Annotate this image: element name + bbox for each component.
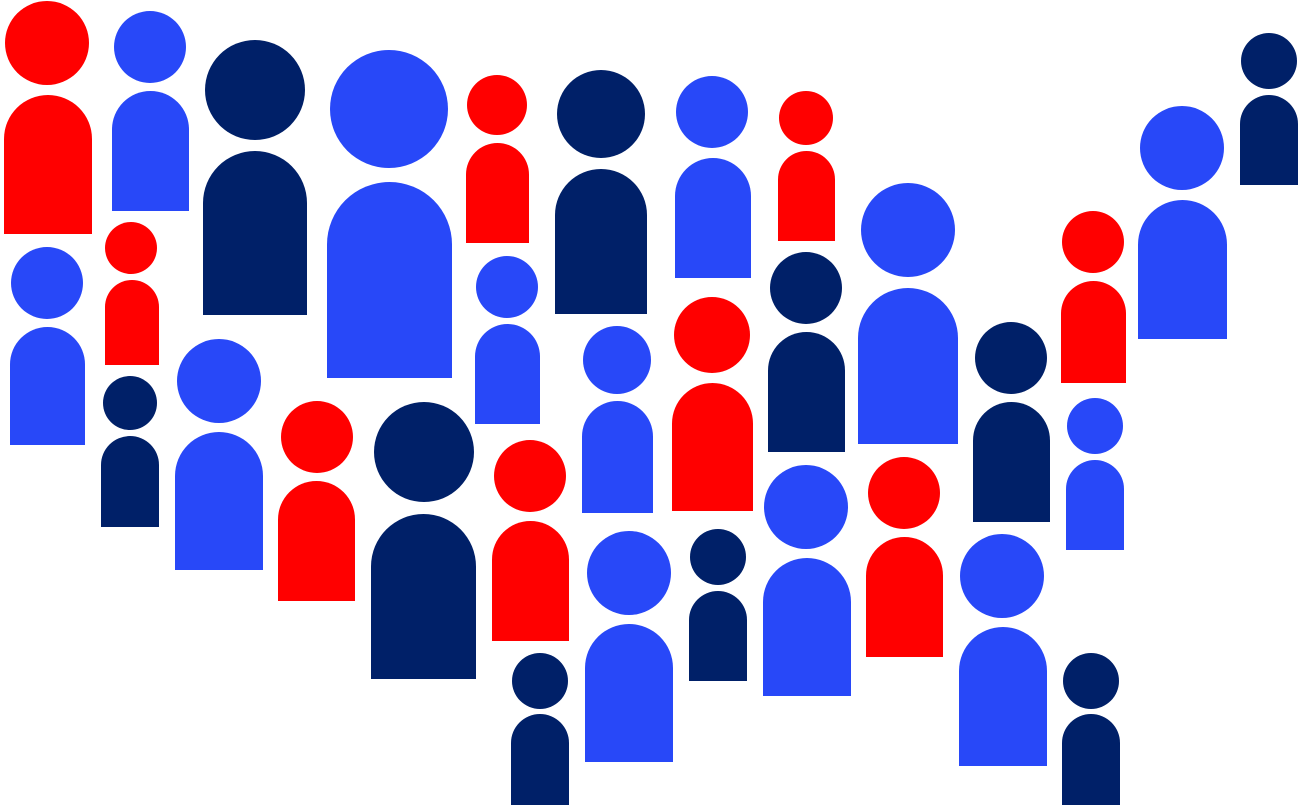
person-head <box>1062 211 1124 273</box>
person-body <box>675 158 751 278</box>
person-body <box>959 627 1047 766</box>
person-body <box>768 332 845 452</box>
person-body <box>278 481 355 601</box>
person-head <box>11 247 83 319</box>
person-body <box>585 624 673 762</box>
person-body <box>763 558 851 696</box>
person-head <box>770 252 842 324</box>
person-head <box>779 91 833 145</box>
person-body <box>1240 95 1298 185</box>
person-head <box>960 534 1044 618</box>
person-body <box>778 151 835 241</box>
person-head <box>476 256 538 318</box>
person-head <box>587 531 671 615</box>
person-body <box>555 169 647 314</box>
person-body <box>492 521 569 641</box>
person-head <box>1063 653 1119 709</box>
person-body <box>689 591 747 681</box>
person-body <box>973 402 1050 522</box>
person-body <box>1062 714 1120 805</box>
person-body <box>858 288 958 444</box>
person-head <box>868 457 940 529</box>
person-body <box>175 432 263 570</box>
person-head <box>177 339 261 423</box>
person-body <box>327 182 452 378</box>
person-head <box>114 11 186 83</box>
person-body <box>475 324 540 424</box>
person-body <box>1138 200 1227 339</box>
person-head <box>5 1 89 85</box>
person-head <box>583 326 651 394</box>
person-head <box>1140 106 1224 190</box>
person-head <box>975 322 1047 394</box>
person-body <box>371 514 476 679</box>
person-head <box>512 653 568 709</box>
person-head <box>674 297 750 373</box>
person-head <box>330 50 448 168</box>
person-head <box>1241 33 1297 89</box>
person-head <box>690 529 746 585</box>
person-body <box>112 91 189 211</box>
person-head <box>557 70 645 158</box>
person-body <box>105 280 159 365</box>
person-head <box>861 183 955 277</box>
person-head <box>494 440 566 512</box>
person-body <box>10 327 85 445</box>
person-body <box>101 436 159 527</box>
person-body <box>1061 281 1126 383</box>
person-head <box>1067 398 1123 454</box>
person-head <box>281 401 353 473</box>
person-head <box>205 40 305 140</box>
person-head <box>103 376 157 430</box>
person-body <box>672 383 753 511</box>
person-body <box>4 95 92 234</box>
person-head <box>676 76 748 148</box>
person-body <box>203 151 307 315</box>
person-head <box>374 402 474 502</box>
person-body <box>466 143 529 243</box>
person-body <box>511 714 569 805</box>
person-head <box>105 222 157 274</box>
person-body <box>1066 460 1124 550</box>
person-body <box>582 401 653 513</box>
person-body <box>866 537 943 657</box>
person-head <box>764 465 848 549</box>
person-head <box>467 75 527 135</box>
